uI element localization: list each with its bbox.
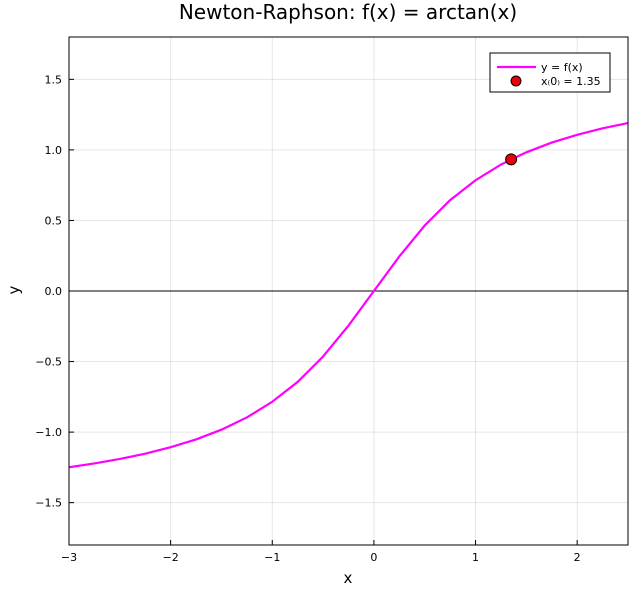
scatter-points	[505, 153, 518, 166]
x-axis-ticks: −3 −2 −1 0 1 2	[61, 540, 581, 564]
x-tick-label: −3	[61, 551, 77, 564]
legend-box	[489, 52, 611, 93]
x-tick-label: 1	[472, 551, 479, 564]
scatter-point	[505, 153, 518, 166]
legend-label-fx: y = f(x)	[541, 61, 583, 74]
y-tick-label: 1.5	[45, 73, 63, 86]
y-tick-label: −1.5	[35, 497, 62, 510]
x-tick-label: −1	[264, 551, 280, 564]
series-line-fx	[68, 122, 629, 469]
y-axis-ticks: −1.5 −1.0 −0.5 0.0 0.5 1.0 1.5	[35, 73, 74, 510]
legend: y = f(x) x₍0₎ = 1.35	[489, 52, 611, 93]
x-tick-label: −2	[163, 551, 179, 564]
chart-title: Newton-Raphson: f(x) = arctan(x)	[179, 0, 517, 24]
x-tick-label: 2	[574, 551, 581, 564]
y-tick-label: −0.5	[35, 356, 62, 369]
legend-swatch-x0	[510, 75, 522, 87]
x-tick-label: 0	[370, 551, 377, 564]
y-tick-label: 1.0	[45, 144, 63, 157]
y-tick-label: 0.5	[45, 214, 63, 227]
x-axis-label: x	[344, 569, 353, 587]
y-tick-label: 0.0	[45, 285, 63, 298]
y-tick-label: −1.0	[35, 426, 62, 439]
y-axis-label: y	[5, 285, 23, 294]
legend-label-x0: x₍0₎ = 1.35	[541, 75, 601, 88]
